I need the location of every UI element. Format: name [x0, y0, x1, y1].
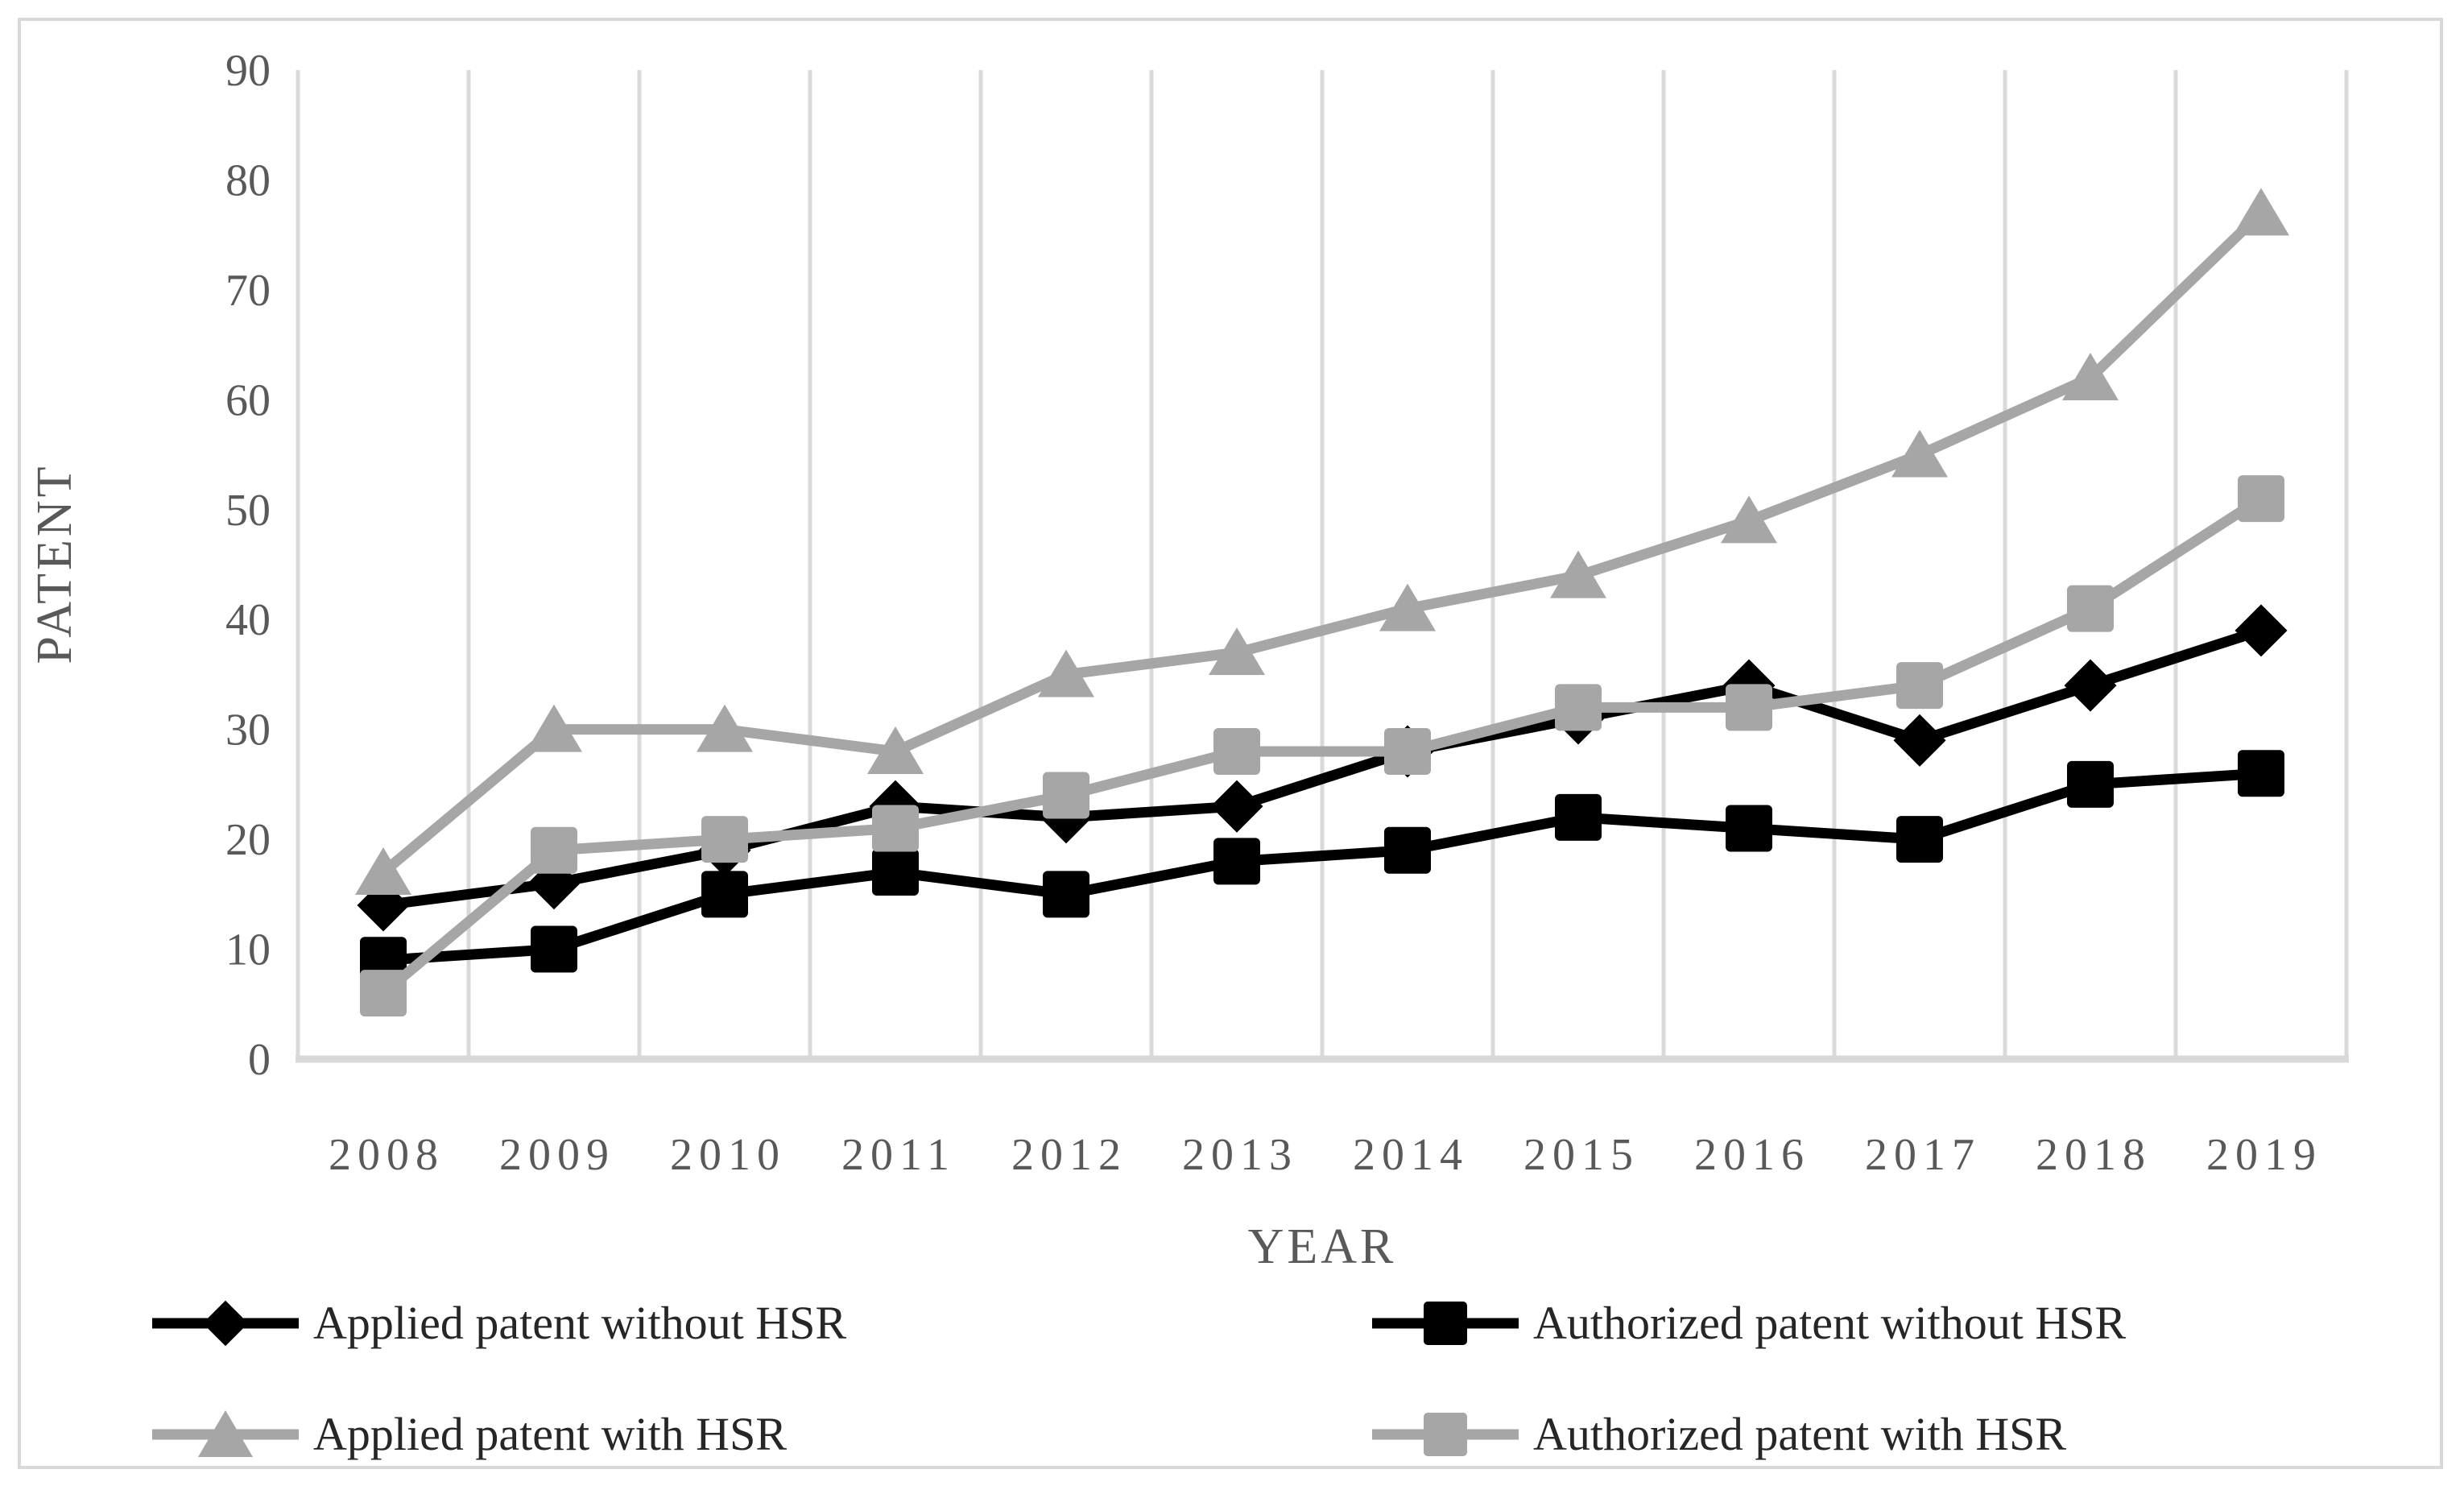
chart-outer-border — [18, 18, 2443, 1469]
series-line — [378, 207, 2267, 878]
triangle-marker — [355, 847, 411, 896]
square-marker — [1384, 826, 1431, 874]
y-tick-label: 70 — [225, 266, 271, 316]
square-marker — [531, 925, 577, 973]
y-tick-label: 30 — [225, 706, 271, 755]
y-tick-label: 20 — [225, 815, 271, 865]
square-marker — [1555, 684, 1602, 731]
y-tick-label: 10 — [225, 925, 271, 975]
y-tick-label: 40 — [225, 595, 271, 645]
square-marker — [1384, 727, 1431, 775]
diamond-marker — [2064, 659, 2117, 712]
square-marker — [1896, 662, 1943, 710]
triangle-marker — [867, 726, 924, 774]
square-marker — [1043, 772, 1089, 819]
x-tick-label: 2010 — [670, 1130, 786, 1180]
diamond-marker — [1893, 714, 1946, 767]
y-tick-label: 0 — [248, 1035, 271, 1085]
square-marker — [360, 970, 407, 1017]
triangle-marker — [1379, 583, 1436, 631]
x-tick-label: 2011 — [841, 1130, 956, 1180]
square-marker — [2238, 475, 2284, 523]
triangle-marker — [1721, 495, 1777, 544]
series-line — [378, 768, 2267, 966]
y-tick-label: 60 — [225, 375, 271, 425]
square-marker — [2238, 750, 2284, 797]
x-tick-label: 2019 — [2206, 1130, 2322, 1180]
triangle-marker — [1209, 627, 1265, 676]
square-marker — [1896, 816, 1943, 863]
y-axis-title: PATENT — [27, 463, 82, 664]
x-tick-label: 2014 — [1353, 1130, 1469, 1180]
legend-label: Applied patent without HSR — [313, 1297, 847, 1349]
square-marker — [701, 816, 748, 863]
x-axis-title: YEAR — [1248, 1219, 1397, 1274]
legend-label: Authorized patent with HSR — [1533, 1408, 2067, 1460]
triangle-line-swatch-icon — [152, 1410, 299, 1457]
square-marker — [872, 849, 919, 896]
x-tick-label: 2009 — [499, 1130, 615, 1180]
legend-item-authorized-with-hsr: Authorized patent with HSR — [1369, 1406, 2066, 1463]
x-tick-label: 2012 — [1011, 1130, 1127, 1180]
series-line — [378, 625, 2267, 911]
gray-square-line-swatch-icon — [1372, 1413, 1519, 1456]
triangle-marker — [1038, 649, 1094, 697]
legend-label: Applied patent with HSR — [313, 1408, 788, 1460]
triangle-marker — [1550, 550, 1606, 598]
triangle-marker — [1891, 429, 1948, 478]
triangle-marker — [697, 704, 753, 752]
axes — [296, 70, 2349, 1063]
square-marker — [1555, 793, 1602, 841]
square-marker — [701, 871, 748, 918]
square-marker — [1726, 684, 1772, 731]
legend-row-2: Applied patent with HSR Authorized paten… — [149, 1406, 2066, 1463]
square-marker — [1043, 871, 1089, 918]
y-axis-tick-labels: 0 10 20 30 40 50 60 70 80 90 — [225, 46, 271, 1085]
x-tick-label: 2018 — [2036, 1130, 2152, 1180]
legend-row-1: Applied patent without HSR Authorized pa… — [149, 1295, 2126, 1351]
y-tick-label: 90 — [225, 46, 271, 96]
triangle-marker — [2062, 353, 2119, 401]
legend-label: Authorized patent without HSR — [1533, 1297, 2127, 1349]
y-tick-label: 50 — [225, 486, 271, 536]
x-tick-label: 2008 — [329, 1130, 444, 1180]
square-marker — [2067, 585, 2114, 632]
square-line-swatch-icon — [1372, 1302, 1519, 1345]
square-marker — [531, 826, 577, 874]
x-tick-label: 2015 — [1523, 1130, 1639, 1180]
diamond-marker — [1210, 780, 1263, 833]
series-square-gray — [360, 475, 2284, 1017]
square-marker — [2067, 760, 2114, 808]
diamond-line-swatch-icon — [152, 1300, 299, 1347]
legend-item-applied-without-hsr: Applied patent without HSR — [149, 1295, 1369, 1351]
square-marker — [1213, 727, 1260, 775]
x-tick-label: 2017 — [1865, 1130, 1981, 1180]
legend-item-authorized-without-hsr: Authorized patent without HSR — [1369, 1295, 2126, 1351]
square-marker — [872, 805, 919, 852]
square-marker — [1726, 805, 1772, 852]
series-triangle-gray — [355, 188, 2289, 896]
x-axis-tick-labels: 2008 2009 2010 2011 2012 2013 2014 2015 2016 2017… — [329, 1130, 2322, 1180]
y-tick-label: 80 — [225, 155, 271, 205]
triangle-marker — [2233, 188, 2289, 236]
series-square-black — [360, 750, 2284, 984]
series-line — [378, 493, 2267, 999]
triangle-marker — [526, 704, 582, 752]
square-marker — [1213, 838, 1260, 885]
diamond-marker — [2235, 604, 2288, 657]
legend-item-applied-with-hsr: Applied patent with HSR — [149, 1406, 1369, 1463]
x-tick-label: 2013 — [1182, 1130, 1298, 1180]
data-series — [355, 188, 2289, 1017]
x-tick-label: 2016 — [1694, 1130, 1810, 1180]
